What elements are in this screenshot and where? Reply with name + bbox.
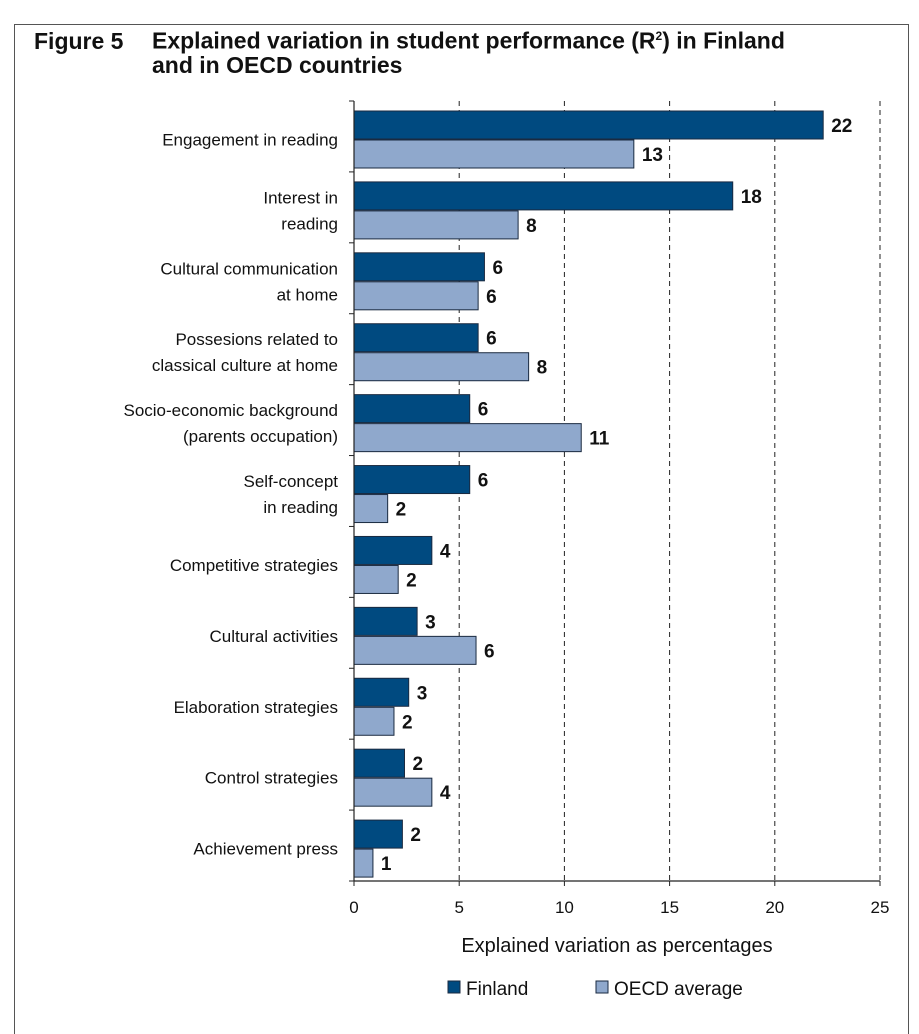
category-label: Competitive strategies [170,556,338,575]
x-tick-label: 20 [765,898,784,917]
data-label: 2 [402,712,413,733]
category-label: Interest in [263,188,338,207]
bar-finland [353,394,471,424]
title-line1: Explained variation in student performan… [152,27,656,54]
data-label: 3 [417,683,428,704]
category-label: at home [277,285,338,304]
x-tick-label: 15 [660,898,679,917]
category-label: Control strategies [205,769,338,788]
category-label: Engagement in reading [162,131,338,150]
data-label: 2 [412,754,423,775]
figure-number: Figure 5 [34,27,124,54]
bar-finland [353,110,824,140]
bar-oecd [353,281,479,311]
title-line1-end: ) in Finland [662,27,785,54]
bar-oecd [353,139,635,169]
data-label: 2 [406,570,417,591]
bar-finland [353,606,418,636]
bar-oecd [353,564,399,594]
data-label: 3 [425,612,436,633]
x-tick-label: 10 [555,898,574,917]
x-tick-label: 25 [871,898,890,917]
data-label: 13 [642,145,663,166]
category-label: reading [281,214,338,233]
title-superscript: 2 [655,29,663,43]
bar-oecd [353,210,519,240]
bar-finland [353,535,433,565]
data-label: 6 [486,287,497,308]
data-label: 8 [526,216,537,237]
category-label: Possesions related to [175,330,338,349]
bar-finland [353,181,734,211]
bar-finland [353,465,471,495]
data-label: 6 [492,258,503,279]
bar-oecd [353,494,389,524]
legend-oecd-label: OECD average [614,979,743,1000]
legend-oecd-swatch [595,980,609,994]
bar-finland [353,252,485,282]
category-label: Self-concept [244,472,339,491]
x-axis-label: Explained variation as percentages [461,935,772,957]
figure-frame [14,24,909,1034]
figure-title: Figure 5 Explained variation in student p… [34,24,904,77]
data-label: 11 [589,429,610,450]
bar-oecd [353,423,582,453]
legend-finland-swatch [447,980,461,994]
data-label: 2 [396,500,407,521]
data-label: 18 [741,187,762,208]
category-label: in reading [263,498,338,517]
bar-oecd [353,635,477,665]
data-label: 6 [478,471,489,492]
data-label: 2 [410,825,421,846]
category-label: Elaboration strategies [174,698,338,717]
data-label: 6 [484,641,495,662]
data-label: 4 [440,783,451,804]
bar-oecd [353,352,530,382]
bar-finland [353,677,410,707]
data-label: 6 [486,329,497,350]
legend-finland-label: Finland [466,979,528,1000]
data-label: 22 [831,116,852,137]
data-label: 1 [381,854,392,875]
x-tick-label: 0 [349,898,358,917]
category-label: Socio-economic background [123,401,338,420]
category-label: (parents occupation) [183,427,338,446]
category-label: Cultural communication [160,259,338,278]
category-label: classical culture at home [152,356,338,375]
bar-finland [353,323,479,353]
data-label: 6 [478,400,489,421]
bar-oecd [353,777,433,807]
bar-oecd [353,706,395,736]
data-label: 8 [537,358,548,379]
bar-oecd [353,848,374,878]
data-label: 4 [440,541,451,562]
bar-finland [353,748,405,778]
title-line2: and in OECD countries [152,51,403,78]
x-tick-label: 5 [454,898,463,917]
bar-finland [353,819,403,849]
category-label: Cultural activities [210,627,339,646]
category-label: Achievement press [193,840,338,859]
